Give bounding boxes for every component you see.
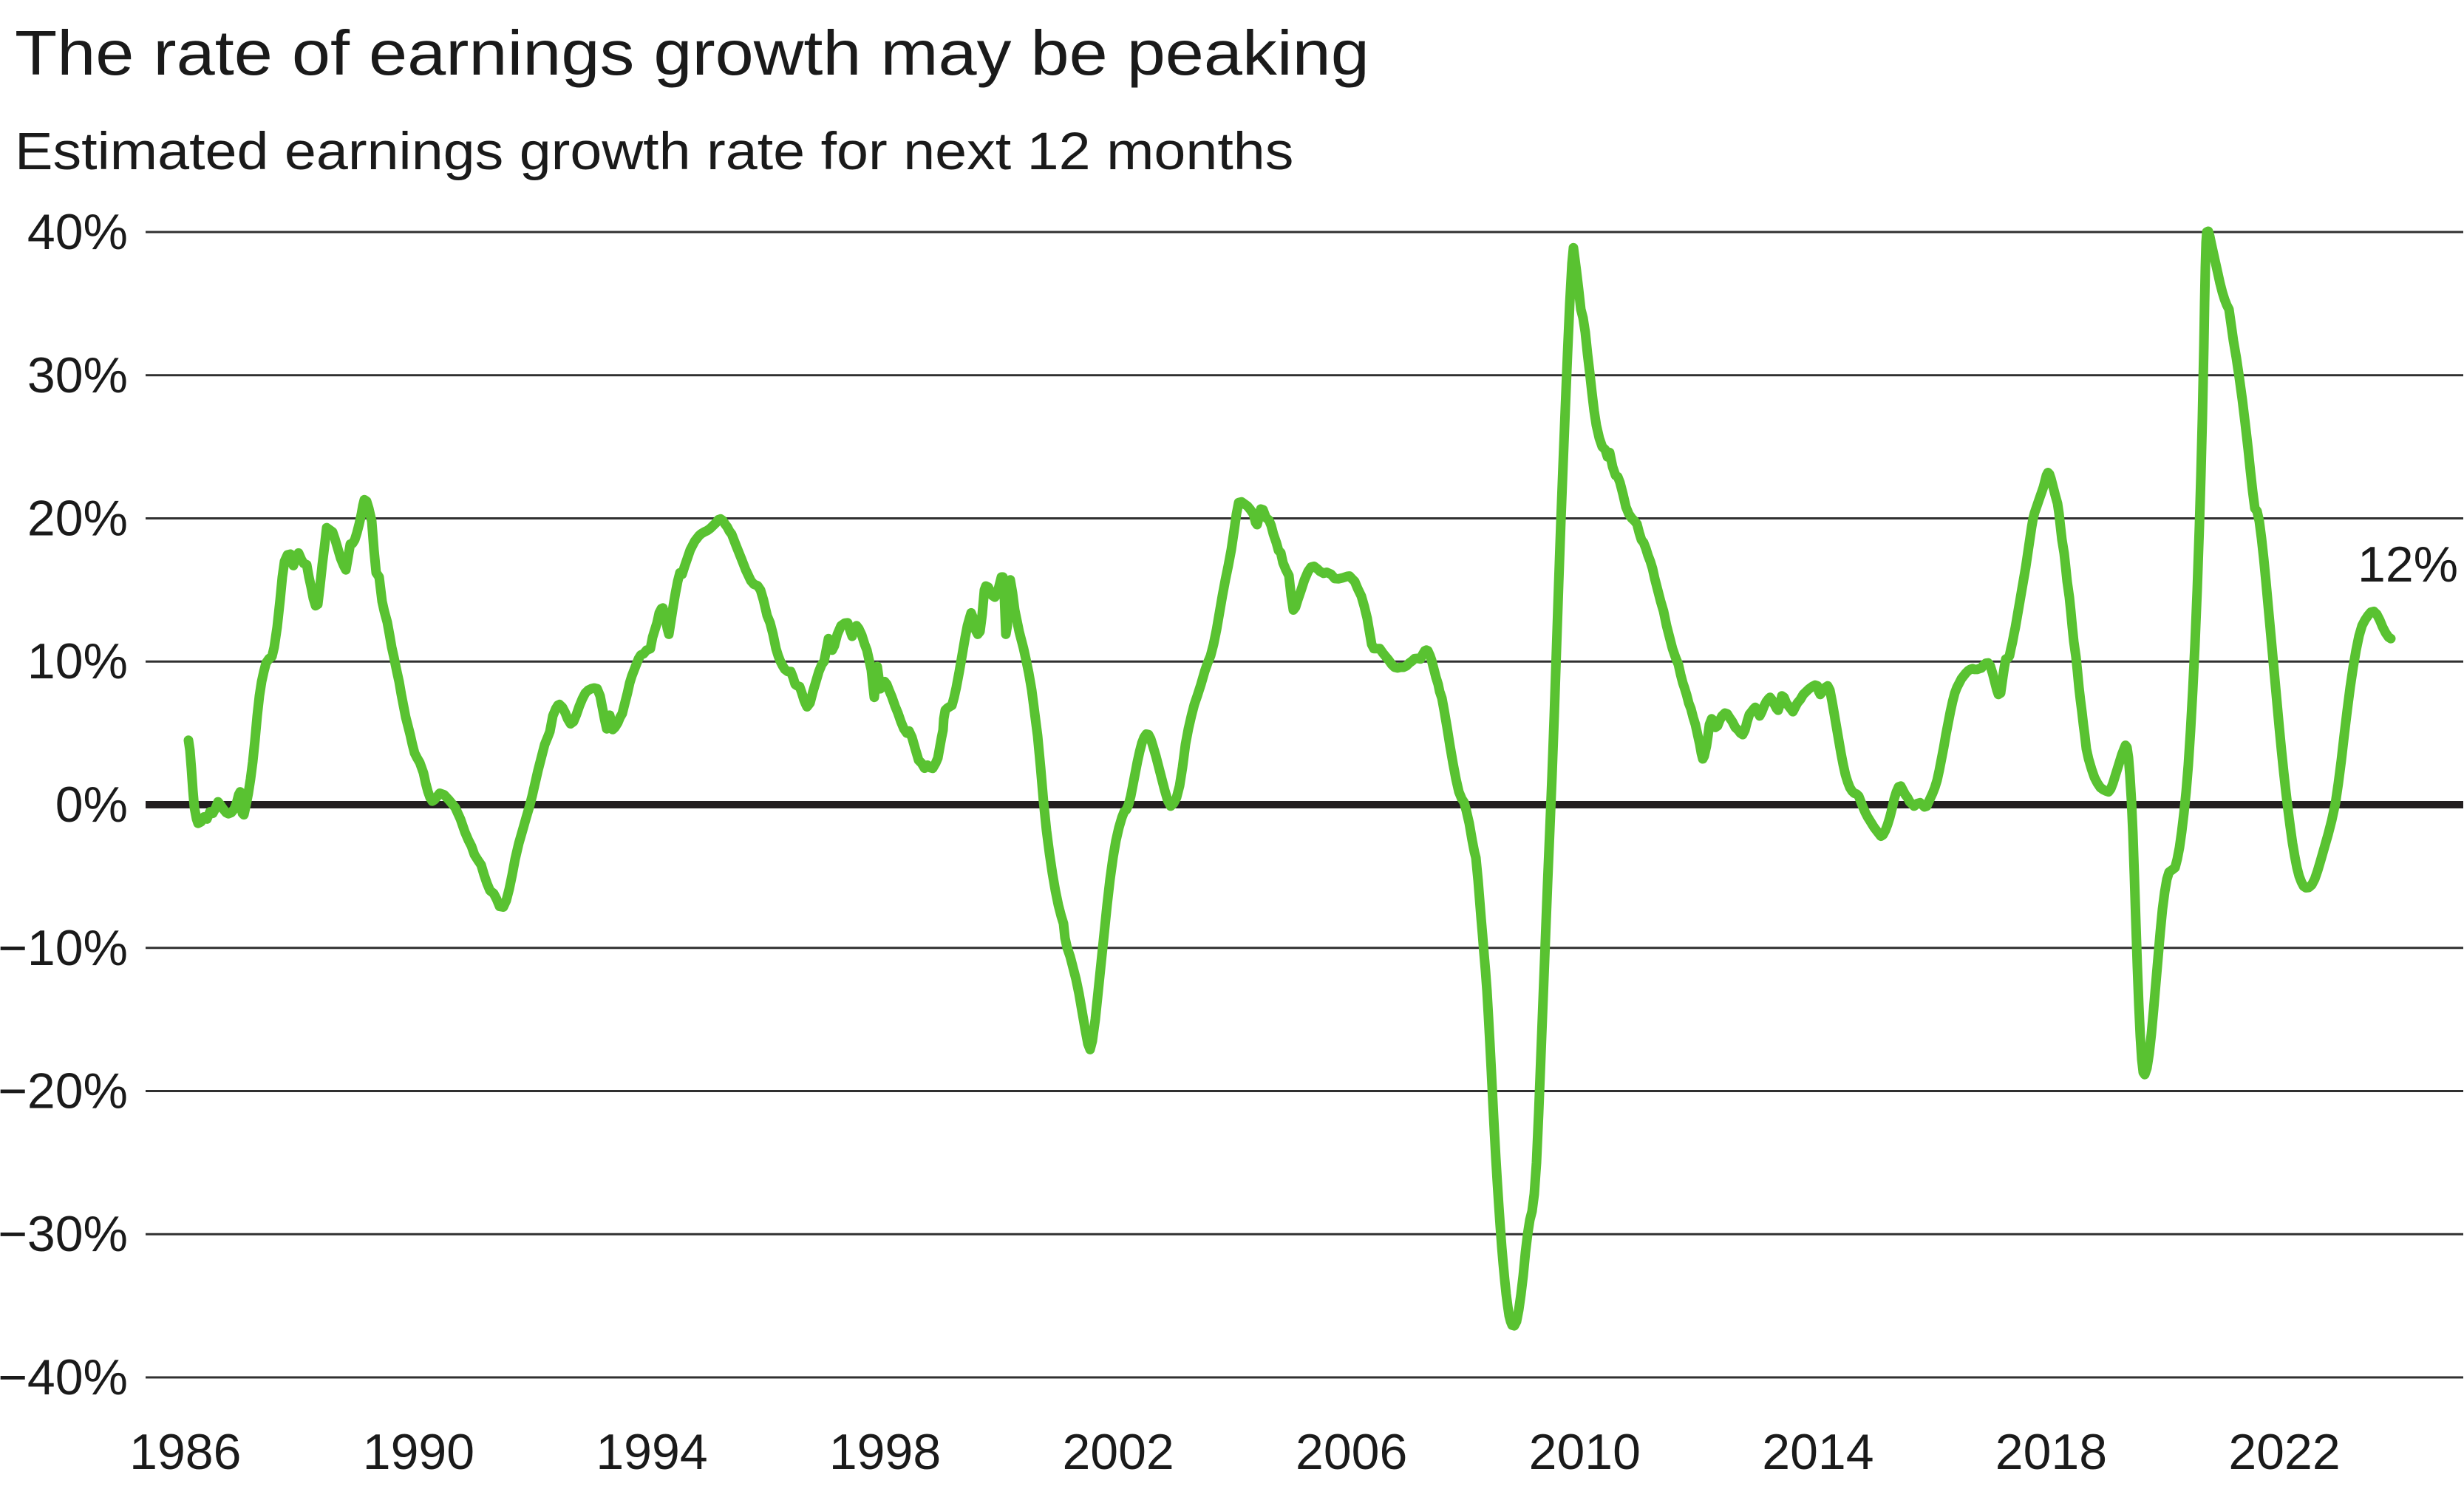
svg-text:−30%: −30% [0,1206,128,1262]
svg-text:2018: 2018 [1995,1424,2107,1480]
svg-text:1990: 1990 [363,1424,474,1480]
svg-text:1986: 1986 [129,1424,241,1480]
svg-text:−10%: −10% [0,920,128,976]
svg-text:1998: 1998 [829,1424,941,1480]
svg-text:40%: 40% [27,204,128,260]
svg-text:30%: 30% [27,347,128,403]
svg-text:1994: 1994 [596,1424,707,1480]
svg-text:−40%: −40% [0,1349,128,1405]
svg-text:2014: 2014 [1762,1424,1873,1480]
svg-text:2002: 2002 [1062,1424,1174,1480]
svg-text:2010: 2010 [1529,1424,1641,1480]
svg-text:2022: 2022 [2228,1424,2340,1480]
svg-text:20%: 20% [27,491,128,547]
svg-text:2006: 2006 [1296,1424,1407,1480]
svg-text:12%: 12% [2358,536,2458,593]
svg-text:10%: 10% [27,633,128,689]
svg-text:0%: 0% [55,777,128,833]
svg-text:−20%: −20% [0,1063,128,1119]
